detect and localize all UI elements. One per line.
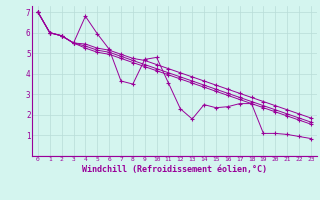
X-axis label: Windchill (Refroidissement éolien,°C): Windchill (Refroidissement éolien,°C) [82, 165, 267, 174]
